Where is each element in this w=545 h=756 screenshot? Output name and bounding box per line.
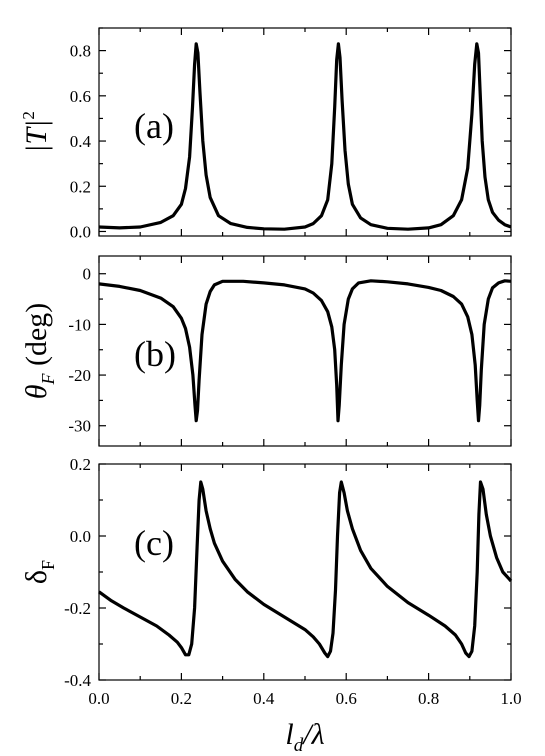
y-tick-label: 0.6 bbox=[70, 87, 91, 106]
x-axis-label: ld/λ bbox=[285, 718, 324, 756]
panel-label: (a) bbox=[134, 106, 174, 146]
panel-label: (b) bbox=[134, 334, 176, 374]
x-tick-label: 0.0 bbox=[88, 689, 109, 708]
panel-a: 0.0 0.2 0.4 0.6 0.8 (a) |T|2 bbox=[19, 27, 512, 241]
y-tick-label: 0.8 bbox=[70, 42, 91, 61]
data-curve bbox=[98, 279, 512, 423]
plot-frame bbox=[98, 463, 512, 681]
x-tick-label: 0.2 bbox=[171, 689, 192, 708]
panel-b: 0 -10 -20 -30 (b) θF (deg) bbox=[20, 255, 512, 447]
y-tick-label: -30 bbox=[68, 417, 91, 436]
y-axis-label: θF (deg) bbox=[20, 303, 58, 400]
y-tick-label: -20 bbox=[68, 366, 91, 385]
y-tick-label: -0.2 bbox=[64, 599, 91, 618]
data-curve bbox=[98, 42, 512, 231]
y-tick-label: 0.0 bbox=[70, 222, 91, 241]
y-tick-label: 0.2 bbox=[70, 455, 91, 474]
data-curve bbox=[98, 480, 513, 659]
y-tick-label: 0.4 bbox=[70, 132, 92, 151]
y-tick-label: -10 bbox=[68, 315, 91, 334]
x-tick-label: 1.0 bbox=[500, 689, 521, 708]
y-tick-label: 0.0 bbox=[70, 527, 91, 546]
panel-label: (c) bbox=[134, 523, 174, 563]
panel-c: 0.20.0-0.2-0.40.0 0.2 0.4 0.6 0.8 1.0ld/λ(c)δ… bbox=[20, 455, 522, 756]
y-axis-label: δF bbox=[20, 560, 58, 584]
x-tick-label: 0.4 bbox=[253, 689, 275, 708]
x-tick-label: 0.6 bbox=[336, 689, 357, 708]
y-axis-label: |T|2 bbox=[19, 111, 53, 153]
x-tick-label: 0.8 bbox=[418, 689, 439, 708]
y-tick-label: -0.4 bbox=[64, 671, 91, 690]
y-tick-label: 0 bbox=[83, 265, 92, 284]
y-tick-label: 0.2 bbox=[70, 177, 91, 196]
